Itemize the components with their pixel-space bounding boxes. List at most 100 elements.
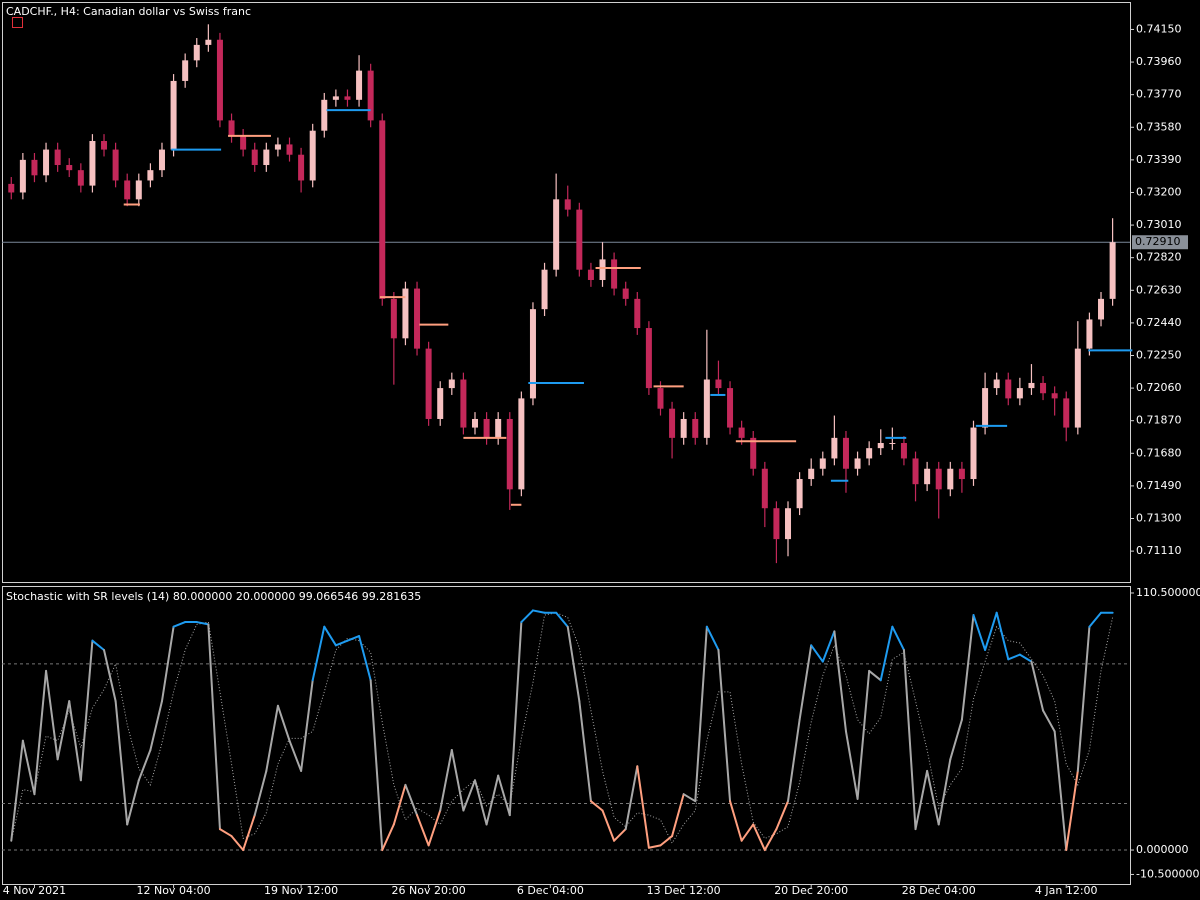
candle-body: [344, 96, 351, 100]
candle-body: [877, 443, 884, 449]
candle-body: [982, 388, 989, 428]
stochastic-segment: [601, 809, 616, 842]
candle-body: [680, 418, 687, 438]
candle-body: [77, 170, 84, 186]
stochastic-segment: [984, 611, 998, 651]
current-price-box: [1132, 235, 1188, 250]
stochastic-segment: [798, 644, 813, 721]
stochastic-segment: [392, 783, 407, 826]
stochastic-segment: [497, 774, 511, 817]
chart-title: CADCHF., H4: Canadian dollar vs Swiss fr…: [6, 5, 251, 18]
stochastic-segment: [508, 621, 523, 817]
candle-body: [425, 348, 432, 419]
candle-body: [471, 418, 478, 428]
stochastic-segment: [856, 669, 871, 800]
candle-body: [1051, 393, 1058, 399]
candle-body: [611, 259, 618, 289]
candle-body: [738, 427, 745, 438]
stochastic-segment: [717, 648, 732, 803]
stochastic-segment: [636, 765, 650, 849]
candle-body: [379, 120, 386, 299]
candle-body: [89, 140, 96, 186]
y-tick-label: 0.73010: [1136, 218, 1182, 231]
stochastic-segment: [276, 704, 291, 742]
candle-body: [448, 379, 455, 389]
y-tick-label: 0.73200: [1136, 185, 1182, 198]
candle-body: [587, 269, 594, 280]
stochastic-segment: [960, 614, 975, 721]
stochastic-segment: [103, 648, 117, 703]
stochastic-segment: [531, 609, 546, 614]
x-tick-label: 4 Nov 2021: [3, 884, 66, 897]
candle-body: [1086, 319, 1093, 349]
x-tick-label: 6 Dec 04:00: [517, 884, 584, 897]
stochastic-segment: [462, 779, 476, 812]
candle-body: [193, 44, 200, 61]
y-tick-label: 0.71680: [1136, 446, 1182, 459]
candle-body: [761, 468, 768, 509]
candle-body: [182, 60, 189, 81]
stochastic-segment: [323, 625, 337, 647]
stochastic-segment: [891, 625, 905, 651]
stochastic-segment: [705, 625, 720, 651]
stochastic-segment: [1053, 730, 1068, 852]
candle-body: [240, 135, 247, 150]
y-tick-label: 0.72630: [1136, 283, 1182, 296]
candle-body: [993, 379, 1000, 389]
candle-body: [321, 99, 328, 131]
candle-body: [1016, 388, 1023, 399]
candle-body: [669, 408, 676, 438]
stochastic-segment: [775, 800, 790, 831]
candle-body: [356, 70, 363, 100]
candle-body: [854, 458, 861, 469]
stochastic-segment: [821, 630, 836, 663]
candle-body: [8, 183, 15, 193]
candle-body: [599, 259, 606, 280]
x-tick-label: 19 Nov 12:00: [264, 884, 338, 897]
stochastic-segment: [207, 623, 221, 831]
y-tick-label: 0.72250: [1136, 348, 1182, 361]
stochastic-segment: [288, 739, 303, 772]
y-tick-label: 0.73770: [1136, 88, 1182, 101]
stochastic-segment: [763, 828, 778, 852]
stochastic-segment: [1018, 653, 1033, 663]
stochastic-segment: [729, 800, 743, 842]
candle-body: [553, 199, 560, 270]
candle-body: [170, 80, 177, 150]
stochastic-segment: [346, 635, 361, 642]
stochastic-segment: [694, 625, 708, 803]
y-tick-label: 0.73390: [1136, 153, 1182, 166]
stochastic-segment: [624, 765, 639, 831]
candle-body: [298, 154, 305, 181]
stochastic-segment: [671, 793, 685, 838]
candle-body: [309, 130, 316, 181]
stochastic-segment: [68, 700, 82, 782]
stochastic-segment: [659, 835, 674, 847]
stochastic-segment: [902, 648, 917, 831]
stochastic-segment: [404, 783, 419, 817]
stochastic-segment: [21, 739, 36, 796]
stochastic-segment: [265, 704, 279, 772]
stochastic-segment: [613, 828, 627, 842]
candle-body: [634, 298, 641, 329]
stochastic-segment: [740, 823, 755, 842]
stochastic-segment: [427, 809, 442, 847]
stochastic-segment: [995, 611, 1010, 661]
stochastic-segment: [79, 639, 94, 782]
y-tick-label: 0.73580: [1136, 120, 1182, 133]
candle-body: [831, 437, 838, 459]
stochastic-segment: [555, 611, 569, 628]
candle-body: [692, 418, 699, 438]
candle-body: [101, 140, 108, 150]
candle-body: [541, 269, 548, 310]
stochastic-segment: [369, 679, 384, 852]
stochastic-segment: [1088, 611, 1103, 628]
stochastic-segment: [879, 625, 894, 682]
stochastic-segment: [91, 639, 106, 651]
stochastic-segment: [949, 718, 963, 761]
stochastic-segment: [1007, 653, 1021, 661]
stochastic-segment: [172, 621, 187, 628]
candle-body: [43, 149, 50, 176]
candle-body: [703, 379, 710, 438]
